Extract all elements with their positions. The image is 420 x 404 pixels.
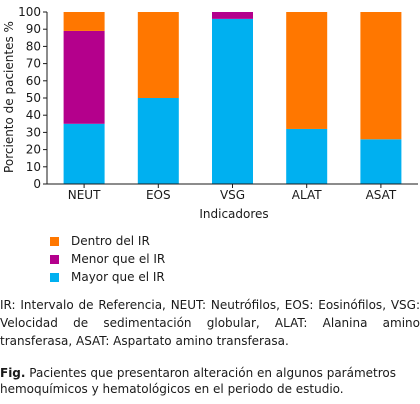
x-tick-label: NEUT bbox=[68, 188, 101, 202]
bar-segment bbox=[212, 12, 253, 19]
stacked-bar-chart: NEUT EOS VSG ALAT ASAT 0 10 20 30 40 50 60 70 80 90 100… bbox=[2, 5, 418, 221]
figure-caption: Fig. Pacientes que presentaron alteració… bbox=[0, 365, 420, 397]
legend: Dentro del IR Menor que el IR Mayor que … bbox=[50, 232, 165, 286]
legend-label: Mayor que el IR bbox=[71, 270, 165, 284]
legend-swatch bbox=[50, 236, 59, 246]
legend-item: Dentro del IR bbox=[50, 232, 165, 250]
bar-segment bbox=[360, 12, 402, 140]
y-tick-label: 20 bbox=[26, 143, 41, 157]
y-axis-label: Porciento de pacientes % bbox=[2, 21, 16, 173]
x-tick-label: ASAT bbox=[366, 188, 397, 202]
bar-segment bbox=[137, 12, 179, 98]
legend-swatch bbox=[50, 254, 59, 264]
y-tick-label: 40 bbox=[26, 108, 41, 122]
bar-segment bbox=[63, 12, 105, 31]
axes-group: NEUT EOS VSG ALAT ASAT 0 10 20 30 40 50 60 70 80 90 100 bbox=[18, 5, 418, 202]
caption-text: Pacientes que presentaron alteración en … bbox=[0, 366, 397, 396]
legend-item: Mayor que el IR bbox=[50, 268, 165, 286]
bar-segment bbox=[63, 123, 105, 184]
y-tick-label: 80 bbox=[26, 39, 41, 53]
caption-label: Fig. bbox=[0, 366, 26, 380]
bar-segment bbox=[137, 98, 179, 184]
y-tick-label: 60 bbox=[26, 74, 41, 88]
legend-swatch bbox=[50, 272, 59, 282]
x-tick-label: VSG bbox=[220, 188, 245, 202]
legend-label: Dentro del IR bbox=[71, 234, 150, 248]
bars-group bbox=[63, 12, 402, 184]
y-tick-label: 30 bbox=[26, 125, 41, 139]
y-tick-label: 50 bbox=[26, 91, 41, 105]
abbreviations-note: IR: Intervalo de Referencia, NEUT: Neutr… bbox=[0, 298, 420, 348]
y-tick-label: 70 bbox=[26, 57, 41, 71]
legend-label: Menor que el IR bbox=[71, 252, 166, 266]
x-axis-label: Indicadores bbox=[199, 207, 268, 221]
x-tick-label: ALAT bbox=[292, 188, 322, 202]
bar-segment bbox=[360, 139, 402, 184]
bar-segment bbox=[212, 18, 253, 184]
y-tick-label: 0 bbox=[33, 177, 41, 191]
y-tick-label: 10 bbox=[26, 160, 41, 174]
bar-segment bbox=[63, 30, 105, 124]
legend-item: Menor que el IR bbox=[50, 250, 165, 268]
y-tick-label: 100 bbox=[18, 5, 41, 19]
y-tick-label: 90 bbox=[26, 22, 41, 36]
bar-segment bbox=[286, 128, 328, 184]
x-tick-label: EOS bbox=[146, 188, 171, 202]
bar-segment bbox=[286, 12, 328, 129]
